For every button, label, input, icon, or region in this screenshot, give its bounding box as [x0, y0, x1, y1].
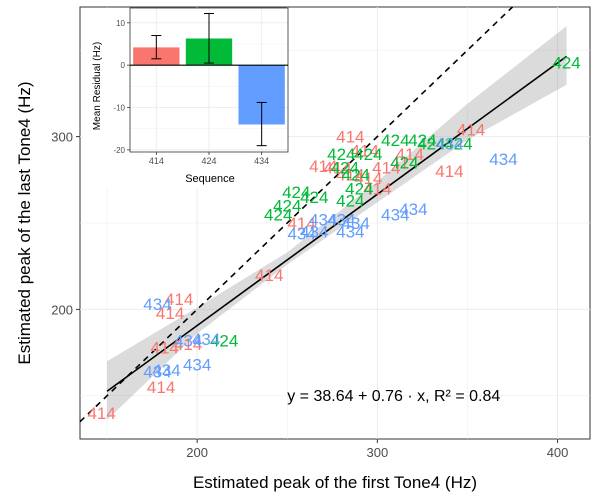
point-label-424: 424 [552, 53, 580, 72]
point-label-424: 424 [300, 188, 328, 207]
regression-equation: y = 38.64 + 0.76 · x, R² = 0.84 [287, 388, 500, 405]
x-tick-label: 400 [547, 445, 569, 460]
point-label-434: 434 [336, 223, 364, 242]
y-tick-label: 300 [51, 130, 73, 145]
point-label-424: 424 [331, 159, 359, 178]
regression-line [106, 55, 568, 392]
point-label-414: 414 [165, 290, 193, 309]
point-label-434: 434 [399, 200, 427, 219]
inset-x-tick-label: 424 [201, 156, 216, 166]
y-axis-title: Estimated peak of the last Tone4 (Hz) [15, 81, 34, 364]
point-label-434: 434 [435, 135, 463, 154]
point-label-414: 414 [390, 154, 418, 173]
point-label-424: 424 [390, 154, 418, 173]
point-label-414: 414 [354, 169, 382, 188]
main-lines [79, 6, 568, 423]
main-scatter-panel: 4144144144144144144144144144144144144144… [15, 6, 591, 492]
point-label-434: 434 [287, 224, 315, 243]
point-label-414: 414 [363, 179, 391, 198]
point-label-414: 414 [174, 335, 202, 354]
point-label-424: 424 [273, 197, 301, 216]
y-tick-label: 200 [51, 302, 73, 317]
point-label-424: 424 [417, 135, 445, 154]
point-label-424: 424 [210, 332, 238, 351]
x-tick-label: 200 [186, 445, 208, 460]
point-label-414: 414 [324, 159, 352, 178]
point-label-434: 434 [143, 295, 171, 314]
point-label-414: 414 [336, 128, 364, 147]
point-label-424: 424 [264, 205, 292, 224]
point-label-424: 424 [282, 183, 310, 202]
point-label-434: 434 [192, 330, 220, 349]
point-label-424: 424 [381, 131, 409, 150]
point-label-434: 434 [143, 363, 171, 382]
point-label-424: 424 [354, 145, 382, 164]
inset-y-tick-label: -10 [113, 104, 125, 113]
inset-y-tick-label: -20 [113, 146, 125, 155]
inset-ticks: -20 -10 0 10 414 424 434 [113, 19, 269, 166]
inset-y-tick-label: 10 [116, 19, 125, 28]
point-label-414: 414 [351, 141, 379, 160]
main-points: 4144144144144144144144144144144144144144… [87, 53, 580, 423]
point-label-434: 434 [381, 205, 409, 224]
point-label-434: 434 [174, 332, 202, 351]
main-x-ticks: 200 300 400 [186, 439, 568, 460]
point-label-434: 434 [183, 356, 211, 375]
point-label-414: 414 [87, 404, 115, 423]
point-label-424: 424 [336, 192, 364, 211]
point-label-434: 434 [309, 211, 337, 230]
point-label-414: 414 [147, 378, 175, 397]
point-label-434: 434 [327, 211, 355, 230]
x-tick-label: 300 [366, 445, 388, 460]
inset-y-tick-label: 0 [121, 61, 126, 70]
inset-bar-chart: -20 -10 0 10 414 424 434 Sequence Mean Residua… [82, 7, 289, 188]
inset-bars [130, 13, 288, 147]
inset-y-axis-title: Mean Residual (Hz) [92, 42, 103, 130]
point-label-414: 414 [255, 266, 283, 285]
point-label-424: 424 [345, 179, 373, 198]
main-y-ticks: 200 300 [51, 130, 80, 317]
inset-x-tick-label: 414 [149, 156, 164, 166]
point-label-424: 424 [444, 135, 472, 154]
point-label-414: 414 [309, 157, 337, 176]
point-label-414: 414 [156, 304, 184, 323]
point-label-414: 414 [396, 145, 424, 164]
inset-x-tick-label: 434 [254, 156, 269, 166]
point-label-414: 414 [457, 121, 485, 140]
point-label-424: 424 [327, 145, 355, 164]
point-label-414: 414 [151, 338, 179, 357]
point-label-414: 414 [336, 166, 364, 185]
inset-x-axis-title: Sequence [185, 173, 235, 185]
point-label-434: 434 [152, 361, 180, 380]
identity-reference-line [79, 6, 514, 423]
point-label-424: 424 [408, 131, 436, 150]
point-label-414: 414 [435, 162, 463, 181]
point-label-434: 434 [489, 150, 517, 169]
point-label-414: 414 [372, 159, 400, 178]
point-label-414: 414 [287, 214, 315, 233]
point-label-424: 424 [342, 166, 370, 185]
point-label-434: 434 [300, 223, 328, 242]
x-axis-title: Estimated peak of the first Tone4 (Hz) [193, 473, 477, 492]
point-label-434: 434 [342, 214, 370, 233]
